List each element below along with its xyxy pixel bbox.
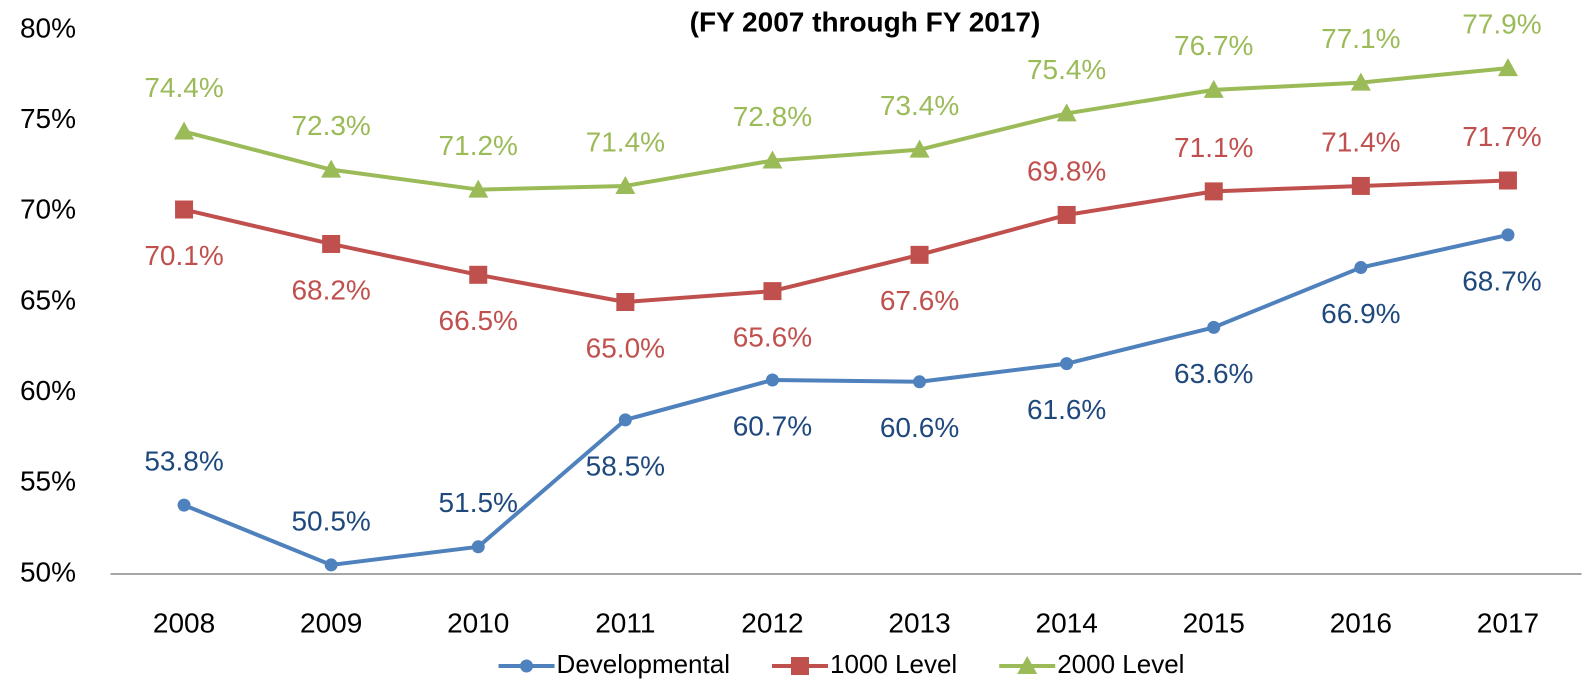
legend-label: 2000 Level: [1057, 649, 1184, 679]
data-label: 61.6%: [1027, 394, 1106, 425]
data-point: [615, 175, 636, 194]
series-line: [183, 66, 1509, 192]
data-point: [468, 179, 489, 198]
data-point: [616, 293, 635, 311]
data-point: [324, 558, 338, 572]
data-label: 65.0%: [586, 332, 665, 363]
legend-marker: [520, 659, 534, 673]
y-tick-label: 75%: [20, 103, 76, 134]
data-point: [174, 121, 195, 140]
data-label: 65.6%: [733, 322, 812, 353]
y-tick-label: 60%: [20, 375, 76, 406]
x-tick-label: 2017: [1477, 607, 1539, 638]
data-label: 71.7%: [1462, 121, 1541, 152]
data-point: [1354, 261, 1368, 275]
data-point: [913, 375, 927, 389]
data-label: 71.4%: [1321, 126, 1400, 157]
data-point: [471, 540, 485, 554]
legend-label: 1000 Level: [830, 649, 957, 679]
data-point: [321, 159, 342, 178]
data-point: [1057, 205, 1076, 224]
data-label: 71.4%: [586, 126, 665, 157]
data-label: 53.8%: [144, 445, 223, 476]
data-point: [910, 245, 929, 264]
x-tick-label: 2014: [1036, 607, 1098, 638]
data-label: 60.6%: [880, 412, 959, 443]
data-label: 72.8%: [733, 101, 812, 132]
x-tick-label: 2009: [300, 607, 362, 638]
x-tick-label: 2011: [595, 607, 655, 638]
data-label: 69.8%: [1027, 155, 1106, 186]
data-point: [1203, 79, 1224, 98]
x-tick-label: 2016: [1330, 607, 1392, 638]
data-label: 63.6%: [1174, 358, 1253, 389]
data-label: 72.3%: [291, 110, 370, 141]
data-point: [1204, 182, 1223, 201]
data-point: [909, 139, 930, 158]
data-label: 73.4%: [880, 90, 959, 121]
data-point: [765, 373, 779, 387]
data-label: 71.2%: [439, 130, 518, 161]
data-point: [1351, 176, 1370, 195]
data-point: [175, 200, 194, 219]
data-label: 74.4%: [144, 72, 223, 103]
data-point: [1501, 228, 1515, 242]
y-tick-label: 50%: [20, 556, 76, 587]
data-point: [1060, 357, 1074, 371]
x-tick-label: 2012: [741, 607, 803, 638]
data-point: [618, 413, 632, 427]
data-label: 68.2%: [291, 274, 370, 305]
series-line: [183, 178, 1509, 304]
legend-label: Developmental: [557, 649, 730, 679]
data-point: [762, 150, 783, 169]
data-point: [763, 282, 782, 301]
data-label: 50.5%: [291, 505, 370, 536]
data-point: [1207, 320, 1221, 334]
series-line: [183, 232, 1509, 567]
y-tick-label: 65%: [20, 284, 76, 315]
x-tick-label: 2008: [153, 607, 215, 638]
x-tick-label: 2013: [888, 607, 950, 638]
data-point: [1056, 103, 1077, 122]
data-label: 71.1%: [1174, 132, 1253, 163]
data-label: 51.5%: [439, 487, 518, 518]
x-tick-label: 2015: [1183, 607, 1245, 638]
x-tick-label: 2010: [447, 607, 509, 638]
data-label: 76.7%: [1174, 30, 1253, 61]
data-label: 66.5%: [439, 305, 518, 336]
data-point: [1350, 72, 1371, 91]
data-label: 68.7%: [1462, 265, 1541, 296]
legend-marker: [790, 657, 809, 675]
data-label: 75.4%: [1027, 54, 1106, 85]
data-label: 70.1%: [144, 240, 223, 271]
legend-marker: [1017, 656, 1038, 674]
y-tick-label: 55%: [20, 466, 76, 497]
data-point: [322, 234, 341, 253]
y-tick-label: 70%: [20, 194, 76, 225]
data-point: [1498, 171, 1517, 190]
data-label: 67.6%: [880, 285, 959, 316]
data-label: 60.7%: [733, 410, 812, 441]
chart-title: (FY 2007 through FY 2017): [690, 6, 1041, 37]
data-label: 66.9%: [1321, 298, 1400, 329]
data-point: [177, 498, 191, 512]
data-point: [469, 265, 488, 284]
y-tick-label: 80%: [20, 12, 76, 43]
data-label: 77.1%: [1321, 23, 1400, 54]
data-label: 58.5%: [586, 450, 665, 481]
data-point: [1497, 58, 1518, 77]
data-label: 77.9%: [1462, 8, 1541, 39]
